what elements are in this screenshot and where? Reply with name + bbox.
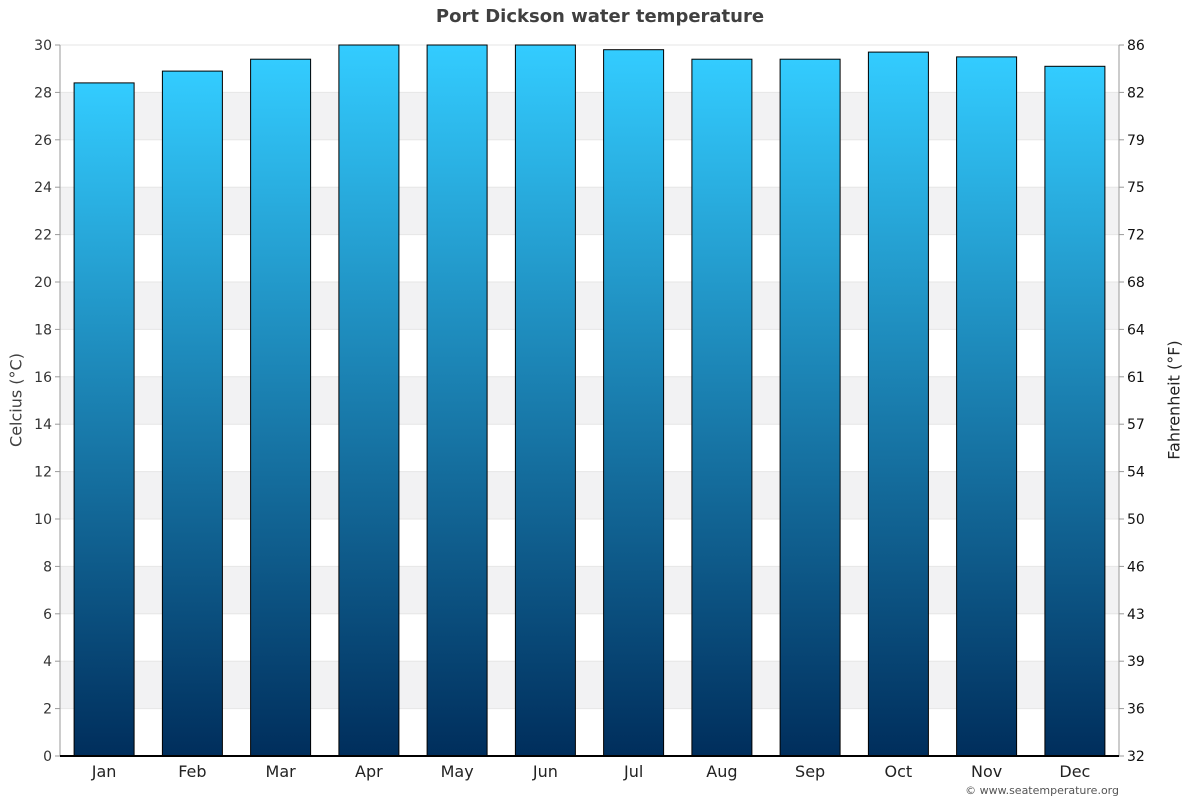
bar-oct (867, 51, 929, 757)
grid-band (60, 187, 1119, 235)
bar-jul (603, 49, 665, 757)
y-tick-label-left: 0 (43, 749, 52, 765)
x-tick-label-jun: Jun (532, 762, 558, 781)
grid-band (60, 566, 1119, 614)
y-tick-label-left: 22 (34, 228, 52, 244)
y-tick-label-left: 26 (34, 133, 52, 149)
y-tick-label-left: 24 (34, 180, 52, 196)
y-tick-label-right: 54 (1127, 465, 1145, 481)
y-tick-label-right: 72 (1127, 228, 1145, 244)
y-tick-label-right: 36 (1127, 702, 1145, 718)
y-tick-label-left: 18 (34, 322, 52, 338)
y-tick-label-right: 32 (1127, 749, 1145, 765)
y-tick-label-right: 50 (1127, 512, 1145, 528)
y-tick-label-right: 43 (1127, 607, 1145, 623)
y-tick-label-left: 4 (43, 654, 52, 670)
bar-aug (691, 58, 753, 757)
x-tick-label-mar: Mar (266, 762, 297, 781)
bar-dec (1044, 65, 1106, 757)
bar-jan (73, 82, 135, 757)
grid-band (60, 282, 1119, 330)
x-tick-label-feb: Feb (178, 762, 206, 781)
y-tick-label-right: 82 (1127, 85, 1145, 101)
y-tick-label-left: 14 (34, 417, 52, 433)
y-tick-label-right: 86 (1127, 38, 1145, 54)
y-tick-label-left: 20 (34, 275, 52, 291)
x-tick-label-jan: Jan (91, 762, 117, 781)
y-tick-label-left: 16 (34, 370, 52, 386)
grid-band (60, 471, 1119, 519)
x-tick-label-apr: Apr (355, 762, 383, 781)
y-tick-label-left: 8 (43, 559, 52, 575)
bar-feb (161, 70, 223, 757)
y-tick-label-left: 6 (43, 607, 52, 623)
y-tick-label-right: 68 (1127, 275, 1145, 291)
credit-text: © www.seatemperature.org (965, 784, 1119, 797)
x-tick-label-sep: Sep (795, 762, 825, 781)
chart-title: Port Dickson water temperature (435, 6, 765, 27)
x-tick-label-may: May (441, 762, 474, 781)
y-tick-label-right: 57 (1127, 417, 1145, 433)
x-tick-label-jul: Jul (623, 762, 643, 781)
y-tick-label-left: 28 (34, 85, 52, 101)
y-tick-label-left: 12 (34, 465, 52, 481)
y-tick-label-right: 75 (1127, 180, 1145, 196)
x-tick-label-nov: Nov (971, 762, 1002, 781)
x-tick-label-aug: Aug (706, 762, 737, 781)
y-tick-label-left: 10 (34, 512, 52, 528)
bar-nov (956, 56, 1018, 757)
y-tick-label-right: 39 (1127, 654, 1145, 670)
grid-band (60, 92, 1119, 140)
y-tick-label-right: 79 (1127, 133, 1145, 149)
bar-may (426, 44, 488, 757)
grid-band (60, 661, 1119, 709)
y-tick-label-left: 30 (34, 38, 52, 54)
bar-sep (779, 58, 841, 757)
bar-jun (514, 44, 576, 757)
y-tick-label-right: 64 (1127, 322, 1145, 338)
bar-apr (338, 44, 400, 757)
bar-mar (250, 58, 312, 757)
x-tick-label-oct: Oct (885, 762, 913, 781)
y-tick-label-right: 46 (1127, 559, 1145, 575)
y-tick-label-left: 2 (43, 702, 52, 718)
y-tick-label-right: 61 (1127, 370, 1145, 386)
grid-band (60, 376, 1119, 425)
x-tick-label-dec: Dec (1059, 762, 1090, 781)
